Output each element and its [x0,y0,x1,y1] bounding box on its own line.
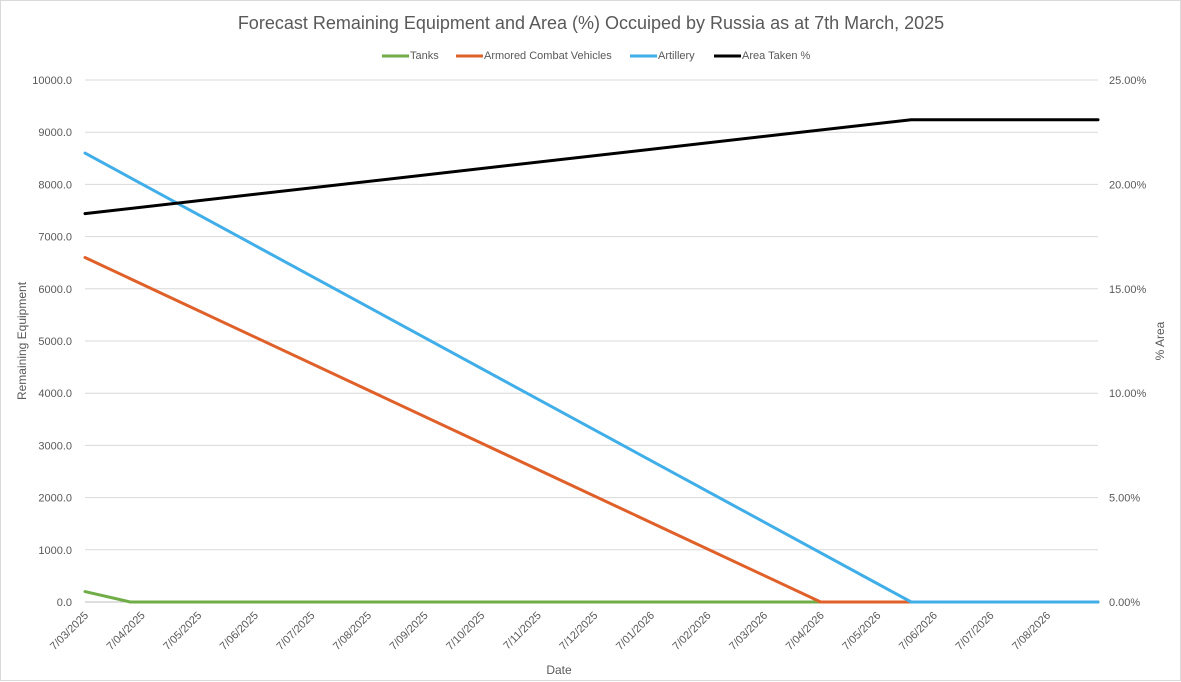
y2-tick-label: 25.00% [1109,75,1147,87]
x-tick-label: 7/07/2026 [954,610,997,653]
x-tick-label: 7/09/2025 [388,610,431,653]
y-tick-label: 8000.0 [38,179,72,191]
y2-tick-label: 15.00% [1109,284,1147,296]
series-group [83,118,1100,604]
x-tick-label: 7/07/2025 [274,610,317,653]
x-tick-label: 7/03/2025 [48,610,91,653]
y-axis-title: Remaining Equipment [15,281,29,400]
y-tick-label: 10000.0 [32,75,72,87]
x-tick-label: 7/01/2026 [614,610,657,653]
y-tick-label: 9000.0 [38,127,72,139]
x-tick-label: 7/06/2026 [897,610,940,653]
x-tick-label: 7/05/2026 [840,610,883,653]
y2-tick-label: 5.00% [1109,493,1140,505]
y-tick-label: 3000.0 [38,440,72,452]
x-axis: 7/03/2025 7/04/2025 7/05/2025 7/06/2025 7/07… [48,610,1053,653]
y2-tick-label: 0.00% [1109,597,1140,609]
y-tick-label: 2000.0 [38,493,72,505]
y-axis-right: 0.00% 5.00% 10.00% 15.00% 20.00% 25.00% [1109,75,1147,609]
y-tick-label: 0.0 [57,597,72,609]
x-tick-label: 7/06/2025 [218,610,261,653]
series-line-area-taken- [83,118,1100,216]
y2-tick-label: 20.00% [1109,179,1147,191]
legend-label: Artillery [658,50,695,62]
x-tick-label: 7/03/2026 [727,610,770,653]
series-line-tanks [83,590,1100,604]
gridlines [85,79,1098,603]
chart-title: Forecast Remaining Equipment and Area (%… [238,13,944,33]
legend: Tanks Armored Combat Vehicles Artillery Are… [382,50,811,62]
y-axis-left: 0.0 1000.0 2000.0 3000.0 4000.0 5000.0 6000.0 7… [32,75,72,609]
legend-label: Area Taken % [742,50,811,62]
x-tick-label: 7/02/2026 [671,610,714,653]
x-tick-label: 7/08/2025 [331,610,374,653]
y-tick-label: 4000.0 [38,388,72,400]
series-line-artillery [83,151,1100,604]
x-tick-label: 7/12/2025 [557,610,600,653]
x-tick-label: 7/10/2025 [444,610,487,653]
x-tick-label: 7/11/2025 [501,610,544,653]
y-tick-label: 5000.0 [38,336,72,348]
y-tick-label: 1000.0 [38,545,72,557]
y2-tick-label: 10.00% [1109,388,1147,400]
x-tick-label: 7/08/2026 [1010,610,1053,653]
legend-label: Armored Combat Vehicles [484,50,612,62]
y-tick-label: 7000.0 [38,232,72,244]
y-tick-label: 6000.0 [38,284,72,296]
x-tick-label: 7/05/2025 [161,610,204,653]
x-axis-title: Date [546,663,572,677]
y2-axis-title: % Area [1153,321,1167,360]
x-tick-label: 7/04/2026 [784,610,827,653]
x-tick-label: 7/04/2025 [105,610,148,653]
legend-label: Tanks [410,50,439,62]
